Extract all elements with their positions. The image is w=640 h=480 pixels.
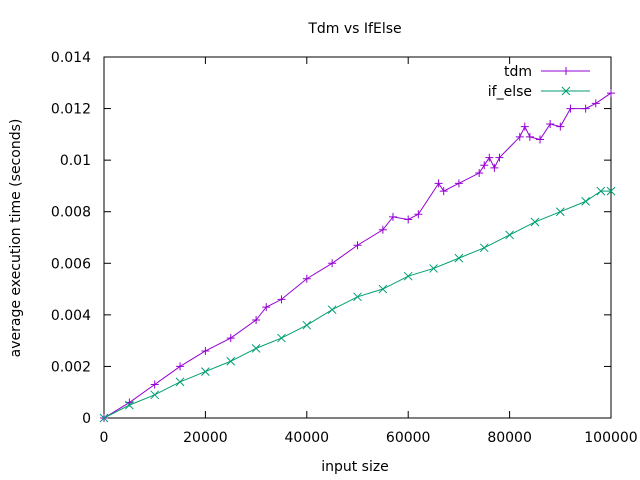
legend-label-if_else: if_else (488, 84, 532, 100)
data-point-tdm (520, 122, 529, 131)
data-point-if_else (606, 186, 616, 196)
x-tick-label: 40000 (285, 430, 330, 446)
y-tick-label: 0.006 (51, 256, 91, 272)
y-tick-label: 0.01 (60, 153, 91, 169)
data-point-tdm (277, 295, 286, 304)
data-point-if_else (327, 305, 337, 315)
data-point-tdm (434, 179, 443, 188)
data-point-if_else (277, 333, 286, 343)
plot-frame (103, 56, 612, 419)
data-point-tdm (404, 215, 413, 224)
y-axis-label: average execution time (seconds) (8, 119, 24, 358)
data-point-tdm (485, 153, 494, 162)
data-point-tdm (201, 346, 210, 355)
data-point-if_else (403, 271, 413, 281)
data-point-if_else (454, 253, 464, 263)
data-point-tdm (546, 120, 555, 129)
data-point-tdm (495, 153, 504, 162)
x-tick-label: 80000 (487, 430, 532, 446)
legend: tdm if_else (488, 64, 590, 100)
data-point-tdm (353, 241, 362, 250)
x-tick-label: 100000 (584, 430, 637, 446)
data-point-tdm (328, 259, 337, 268)
series-tdm (100, 89, 615, 422)
y-tick-label: 0.008 (51, 205, 91, 221)
data-point-if_else (251, 344, 261, 353)
x-tick-label: 60000 (386, 430, 431, 446)
data-point-if_else (353, 292, 362, 302)
data-point-tdm (475, 169, 484, 178)
data-point-tdm (607, 89, 615, 98)
data-point-tdm (262, 303, 271, 312)
data-point-tdm (480, 161, 489, 170)
data-point-tdm (515, 132, 524, 141)
legend-label-tdm: tdm (504, 64, 532, 80)
data-point-tdm (150, 380, 159, 389)
x-tick-label: 0 (100, 430, 109, 446)
data-point-tdm (252, 316, 261, 325)
data-point-tdm (176, 362, 185, 371)
series-if_else (99, 186, 616, 423)
legend-marker-if_else (561, 86, 571, 96)
data-point-if_else (479, 243, 489, 253)
data-point-tdm (226, 334, 235, 343)
series-line-if_else (103, 190, 611, 419)
data-point-tdm (414, 210, 423, 219)
data-point-tdm (581, 104, 590, 113)
data-point-tdm (302, 274, 311, 283)
data-point-tdm (378, 225, 387, 234)
data-point-tdm (490, 163, 499, 172)
data-point-tdm (556, 122, 565, 131)
plot-area: 0 20000 40000 60000 80000 100000 0 0.002 0.004 0.… (51, 50, 638, 446)
data-point-if_else (530, 217, 540, 227)
y-tick-label: 0.012 (51, 102, 91, 118)
data-point-tdm (439, 187, 448, 196)
data-point-if_else (302, 320, 312, 330)
data-point-if_else (226, 356, 236, 366)
data-point-if_else (429, 264, 438, 273)
data-point-tdm (454, 179, 463, 188)
y-tick-label: 0.014 (51, 50, 91, 66)
legend-marker-tdm (562, 67, 570, 75)
data-point-tdm (591, 99, 600, 108)
x-tick-label: 20000 (183, 430, 228, 446)
data-point-if_else (378, 284, 388, 294)
data-point-if_else (555, 207, 565, 217)
chart-title: Tdm vs IfElse (307, 21, 401, 37)
data-point-if_else (201, 367, 210, 376)
data-point-if_else (99, 413, 109, 423)
y-tick-label: 0.004 (51, 308, 91, 324)
data-point-if_else (150, 390, 160, 400)
data-point-tdm (388, 212, 397, 221)
data-point-if_else (175, 377, 185, 387)
y-tick-label: 0 (82, 411, 91, 427)
data-point-if_else (596, 186, 606, 196)
data-point-if_else (124, 400, 134, 410)
data-point-tdm (536, 135, 545, 144)
data-point-tdm (525, 132, 534, 141)
x-axis-label: input size (321, 459, 389, 475)
y-tick-label: 0.002 (51, 359, 91, 375)
data-point-if_else (505, 230, 514, 240)
series-line-tdm (103, 92, 612, 419)
data-point-tdm (566, 104, 575, 113)
data-point-if_else (581, 197, 591, 206)
